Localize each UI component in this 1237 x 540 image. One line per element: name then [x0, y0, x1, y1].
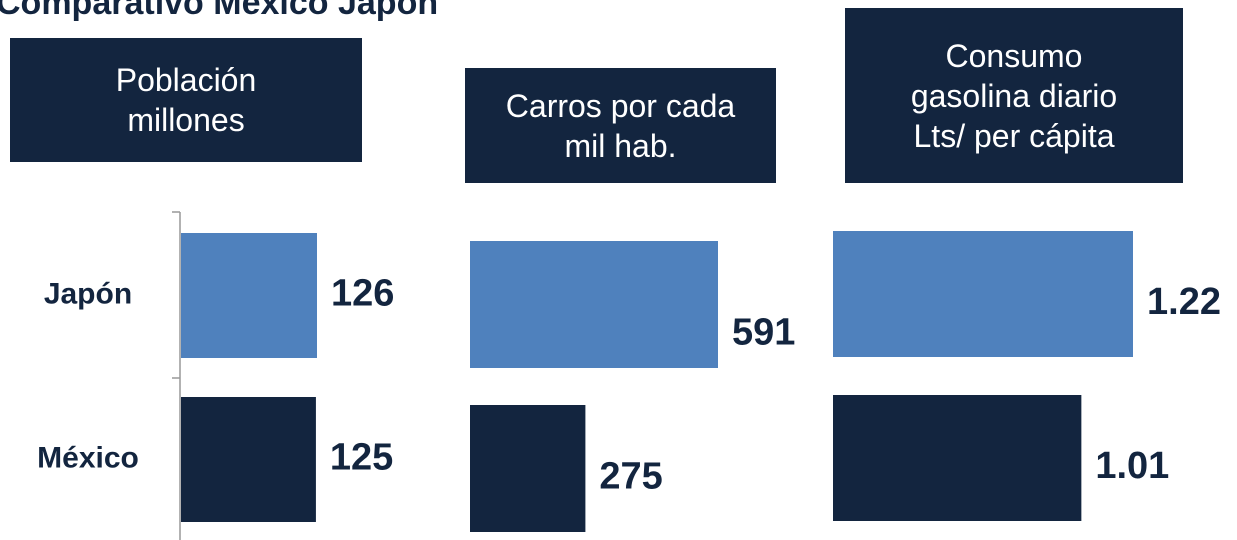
value-label: 1.22 — [1147, 281, 1221, 323]
page-title: Comparativo México Japón — [0, 0, 439, 22]
category-label: Japón — [44, 277, 132, 310]
bar — [833, 231, 1133, 357]
value-label: 125 — [330, 437, 393, 479]
bar — [833, 395, 1082, 521]
bar — [470, 405, 586, 532]
bar — [181, 397, 316, 522]
value-label: 591 — [732, 312, 795, 354]
bar — [470, 241, 718, 368]
chart-title: Carros por cada mil hab. — [465, 68, 776, 183]
bar — [181, 233, 317, 358]
value-label: 1.01 — [1095, 445, 1169, 487]
value-label: 275 — [599, 456, 662, 498]
category-label: México — [37, 441, 139, 474]
chart-title: Consumo gasolina diario Lts/ per cápita — [845, 8, 1183, 183]
chart-title: Población millones — [10, 38, 362, 162]
value-label: 126 — [331, 273, 394, 315]
